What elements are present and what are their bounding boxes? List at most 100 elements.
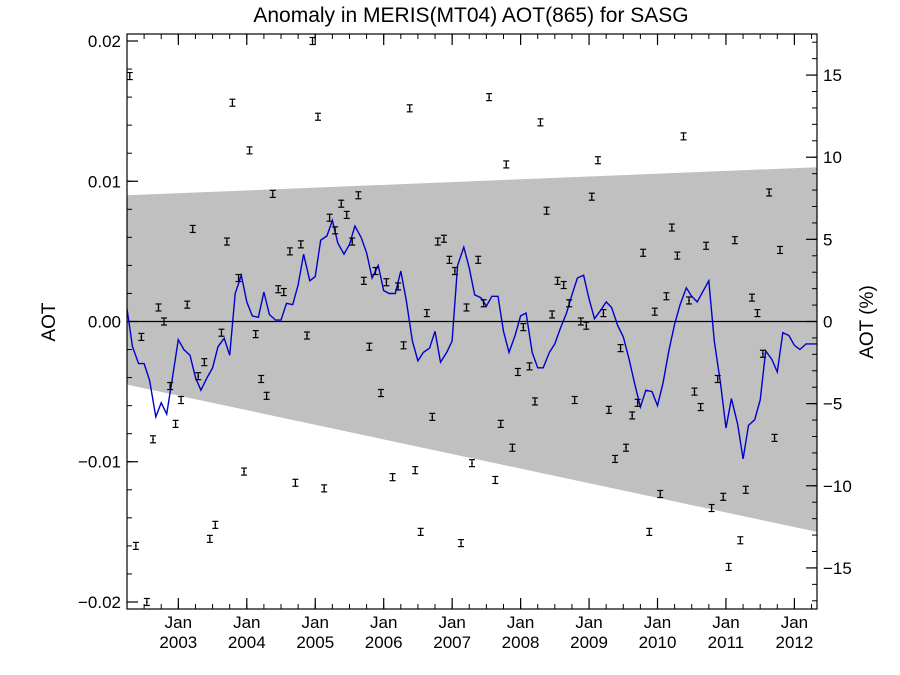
- monthly-point: [469, 459, 475, 468]
- x-tick-year-label: 2003: [159, 633, 197, 652]
- monthly-point: [184, 300, 191, 309]
- x-tick-year-label: 2012: [775, 633, 813, 652]
- monthly-point: [463, 303, 470, 312]
- monthly-point: [229, 98, 236, 107]
- plot-area: 0.020.010.00−0.01−0.02151050−5−10−15Jan2…: [78, 32, 852, 652]
- monthly-point: [509, 443, 516, 452]
- y2-tick-label: 0: [823, 313, 832, 332]
- y2-tick-label: −15: [823, 559, 852, 578]
- monthly-point: [737, 536, 744, 545]
- monthly-point: [475, 255, 482, 264]
- monthly-point: [423, 308, 430, 318]
- monthly-point: [486, 93, 493, 102]
- plot-inner: [127, 36, 817, 607]
- x-tick-year-label: 2011: [708, 633, 745, 652]
- monthly-point: [212, 520, 219, 529]
- monthly-point: [663, 292, 670, 301]
- monthly-point: [640, 248, 647, 257]
- monthly-point: [434, 237, 441, 246]
- monthly-point: [332, 226, 339, 235]
- x-tick-month-label: Jan: [370, 613, 397, 632]
- monthly-point: [554, 276, 561, 285]
- monthly-point: [657, 489, 664, 499]
- monthly-point: [742, 485, 749, 494]
- monthly-point: [697, 402, 704, 412]
- monthly-point: [417, 527, 424, 536]
- monthly-point: [600, 308, 607, 318]
- monthly-point: [537, 118, 544, 127]
- monthly-point: [520, 323, 527, 332]
- monthly-point: [263, 391, 270, 400]
- x-tick-year-label: 2009: [570, 633, 608, 652]
- monthly-point: [372, 266, 379, 276]
- monthly-point: [771, 433, 778, 443]
- monthly-point: [321, 484, 328, 493]
- monthly-point: [492, 475, 499, 485]
- monthly-point: [275, 285, 282, 294]
- monthly-point: [355, 191, 362, 200]
- smoothed-series-line: [127, 218, 817, 460]
- x-tick-month-label: Jan: [302, 613, 329, 632]
- monthly-point: [588, 192, 595, 201]
- monthly-point: [629, 411, 636, 420]
- monthly-point: [127, 71, 133, 81]
- monthly-point: [577, 317, 584, 326]
- x-tick-month-label: Jan: [507, 613, 534, 632]
- monthly-point: [566, 299, 573, 308]
- monthly-point: [412, 466, 419, 475]
- x-tick-year-label: 2007: [433, 633, 471, 652]
- monthly-point: [446, 255, 453, 264]
- monthly-point: [389, 473, 396, 482]
- monthly-point: [246, 146, 253, 155]
- y2-axis-label: AOT (%): [857, 285, 878, 359]
- y2-tick-label: 10: [823, 148, 842, 167]
- y2-tick-label: −10: [823, 477, 852, 496]
- monthly-point: [138, 332, 145, 342]
- monthly-point: [189, 224, 196, 234]
- monthly-point: [458, 538, 465, 548]
- monthly-point: [651, 307, 658, 316]
- monthly-point: [617, 344, 624, 353]
- monthly-point: [720, 492, 727, 501]
- chart-title: Anomaly in MERIS(MT04) AOT(865) for SASG: [253, 4, 688, 27]
- monthly-point: [360, 276, 367, 285]
- y-tick-label: −0.01: [78, 453, 121, 472]
- monthly-point: [708, 503, 715, 513]
- monthly-point: [304, 331, 311, 340]
- monthly-point: [605, 405, 612, 414]
- monthly-point: [594, 156, 601, 165]
- monthly-point: [560, 280, 567, 290]
- monthly-point: [400, 341, 407, 350]
- monthly-point: [235, 273, 242, 283]
- monthly-point: [480, 299, 487, 308]
- x-tick-year-label: 2008: [502, 633, 540, 652]
- x-tick-year-label: 2004: [228, 633, 266, 652]
- monthly-point: [531, 397, 538, 406]
- monthly-point: [748, 293, 755, 302]
- monthly-point: [429, 412, 436, 421]
- monthly-point: [754, 308, 761, 318]
- monthly-point: [503, 160, 510, 169]
- monthly-point: [127, 212, 128, 221]
- monthly-point: [314, 112, 321, 121]
- x-tick-month-label: Jan: [644, 613, 671, 632]
- y-tick-label: 0.02: [88, 32, 121, 51]
- monthly-point: [634, 398, 641, 407]
- monthly-point: [725, 562, 732, 572]
- y-tick-label: −0.02: [78, 593, 121, 612]
- monthly-point: [766, 188, 773, 197]
- monthly-point: [132, 541, 139, 550]
- monthly-point: [543, 206, 550, 215]
- monthly-point: [258, 374, 265, 384]
- monthly-point: [759, 349, 766, 358]
- monthly-point: [195, 372, 202, 381]
- monthly-point: [292, 478, 299, 487]
- monthly-point: [406, 104, 413, 113]
- monthly-point: [155, 303, 162, 312]
- x-tick-year-label: 2010: [639, 633, 677, 652]
- monthly-point: [685, 296, 692, 305]
- monthly-point: [583, 321, 590, 330]
- y2-tick-label: −5: [823, 395, 842, 414]
- monthly-point: [383, 278, 390, 287]
- monthly-point: [451, 266, 458, 276]
